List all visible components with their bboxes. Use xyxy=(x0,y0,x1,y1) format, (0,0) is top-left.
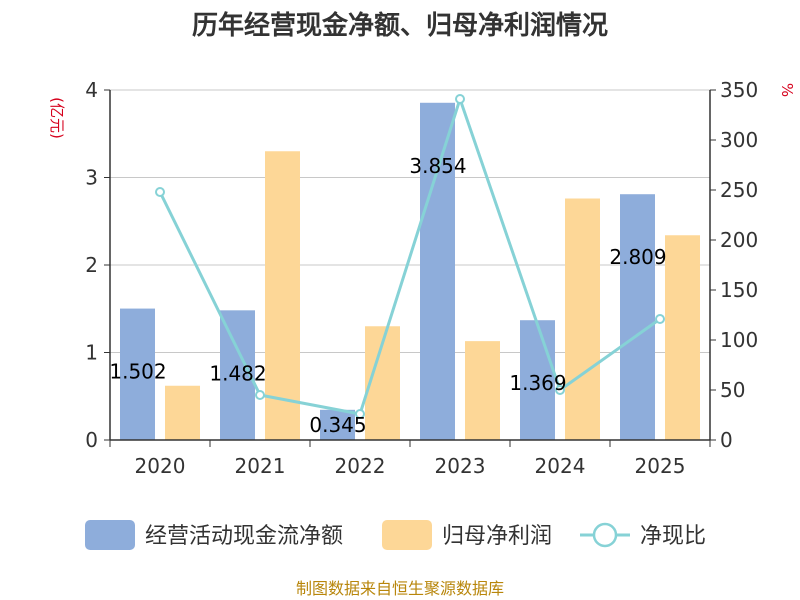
legend-marker-ratio xyxy=(592,522,618,548)
bar-net-profit xyxy=(665,235,700,440)
right-tick-label: 200 xyxy=(720,228,758,252)
ratio-line-path xyxy=(158,94,661,416)
right-tick-label: 300 xyxy=(720,128,758,152)
bar-net-profit xyxy=(265,151,300,440)
left-tick-label: 1 xyxy=(85,341,98,365)
chart-title: 历年经营现金净额、归母净利润情况 xyxy=(192,10,608,41)
x-tick-label: 2020 xyxy=(135,454,186,478)
right-tick-label: 250 xyxy=(720,178,758,202)
ratio-line xyxy=(155,94,665,419)
data-label: 1.482 xyxy=(209,361,266,385)
data-label: 0.345 xyxy=(309,413,366,437)
left-tick-label: 2 xyxy=(85,253,98,277)
left-tick-label: 0 xyxy=(85,428,98,452)
legend-label-net-profit: 归母净利润 xyxy=(442,524,552,549)
bar-operating-cashflow xyxy=(120,308,155,440)
ratio-point xyxy=(555,385,565,395)
data-label: 3.854 xyxy=(409,154,466,178)
ratio-point xyxy=(155,187,165,197)
legend: 经营活动现金流净额 归母净利润 净现比 xyxy=(85,520,706,550)
ratio-point xyxy=(255,390,265,400)
gridlines xyxy=(110,89,710,353)
legend-swatch-net-profit xyxy=(382,520,432,550)
legend-label-operating-cashflow: 经营活动现金流净额 xyxy=(145,524,343,549)
right-tick-label: 100 xyxy=(720,328,758,352)
data-label: 2.809 xyxy=(609,245,666,269)
ratio-point xyxy=(655,314,665,324)
bar-net-profit xyxy=(565,198,600,440)
ratio-point xyxy=(455,94,465,104)
right-tick-label: 150 xyxy=(720,278,758,302)
left-tick-label: 3 xyxy=(85,166,98,190)
bar-operating-cashflow xyxy=(520,320,555,440)
x-tick-label: 2022 xyxy=(335,454,386,478)
ratio-point xyxy=(355,409,365,419)
x-tick-label: 2025 xyxy=(635,454,686,478)
bar-net-profit xyxy=(465,341,500,440)
source-note: 制图数据来自恒生聚源数据库 xyxy=(296,579,504,598)
x-tick-label: 2021 xyxy=(235,454,286,478)
right-tick-label: 350 xyxy=(720,78,758,102)
bar-operating-cashflow xyxy=(320,409,355,440)
x-tick-label: 2023 xyxy=(435,454,486,478)
legend-swatch-operating-cashflow xyxy=(85,520,135,550)
left-axis-unit: (亿元) xyxy=(48,97,66,139)
right-tick-label: 50 xyxy=(720,378,745,402)
axes: 0 1 2 3 4 0 50 100 150 200 250 300 350 2020 2021 2022 20… xyxy=(85,78,758,478)
data-labels: 1.502 1.482 0.345 3.854 1.369 2.809 xyxy=(109,154,666,437)
bar-net-profit xyxy=(165,385,200,440)
data-label: 1.369 xyxy=(509,371,566,395)
bar-operating-cashflow xyxy=(620,194,655,440)
right-tick-label: 0 xyxy=(720,428,733,452)
x-tick-label: 2024 xyxy=(535,454,586,478)
data-label: 1.502 xyxy=(109,360,166,384)
bar-operating-cashflow xyxy=(420,102,455,441)
left-tick-label: 4 xyxy=(85,78,98,102)
legend-label-ratio: 净现比 xyxy=(640,524,706,549)
right-axis-unit: % xyxy=(778,83,796,97)
